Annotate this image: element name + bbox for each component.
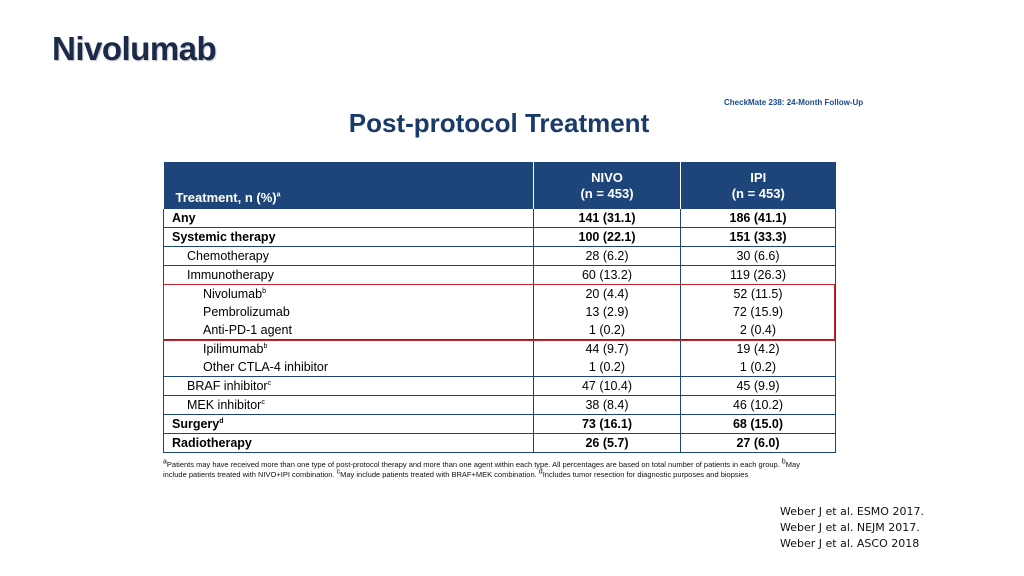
row-nivo-value: 38 (8.4) xyxy=(533,395,681,415)
table-row: Other CTLA-4 inhibitor 1 (0.2) 1 (0.2) xyxy=(163,358,836,377)
row-nivo-value: 44 (9.7) xyxy=(533,339,681,358)
slide-title: Nivolumab xyxy=(52,30,217,67)
header-ipi-line2: (n = 453) xyxy=(731,185,785,201)
row-label: Immunotherapy xyxy=(163,265,534,285)
row-label: Ipilimumabb xyxy=(163,339,534,358)
footnote-b-mark: b xyxy=(781,458,786,466)
header-nivo-line1: NIVO xyxy=(591,169,623,185)
table-row: Immunotherapy 60 (13.2) 119 (26.3) xyxy=(163,265,836,285)
row-nivo-value: 26 (5.7) xyxy=(533,433,681,453)
reference-item: Weber J et al. ASCO 2018 xyxy=(780,537,920,550)
row-label: Surgeryd xyxy=(163,414,534,434)
header-nivo: NIVO (n = 453) xyxy=(533,162,681,209)
row-nivo-value: 100 (22.1) xyxy=(533,227,681,247)
footnote-c-text: May include patients treated with BRAF+M… xyxy=(340,469,539,479)
row-nivo-value: 13 (2.9) xyxy=(533,303,681,321)
row-label: BRAF inhibitorc xyxy=(163,376,534,396)
row-ipi-value: 151 (33.3) xyxy=(680,227,836,247)
table-row: Systemic therapy 100 (22.1) 151 (33.3) xyxy=(163,227,836,247)
table-row: Anti-PD-1 agent 1 (0.2) 2 (0.4) xyxy=(163,321,836,340)
reference-item: Weber J et al. NEJM 2017. xyxy=(780,521,920,534)
table-row: MEK inhibitorc 38 (8.4) 46 (10.2) xyxy=(163,395,836,415)
row-label: MEK inhibitorc xyxy=(163,395,534,415)
reference-item: Weber J et al. ESMO 2017. xyxy=(780,505,924,518)
footnote-b-text: May include patients treated with NIVO+I… xyxy=(163,460,800,479)
footnote-d-text: Includes tumor resection for diagnostic … xyxy=(542,469,749,479)
header-treatment-sup: a xyxy=(276,191,281,199)
study-label: CheckMate 238: 24-Month Follow-Up xyxy=(724,98,864,107)
row-ipi-value: 72 (15.9) xyxy=(680,303,836,321)
row-label: Systemic therapy xyxy=(163,227,534,247)
row-nivo-value: 141 (31.1) xyxy=(533,209,681,228)
table-row: Chemotherapy 28 (6.2) 30 (6.6) xyxy=(163,246,836,266)
table-row: Ipilimumabb 44 (9.7) 19 (4.2) xyxy=(163,339,836,358)
row-label: Radiotherapy xyxy=(163,433,534,453)
header-treatment: Treatment, n (%)a xyxy=(163,162,534,209)
header-ipi: IPI (n = 453) xyxy=(680,162,836,209)
footnote-c-mark: c xyxy=(336,468,341,475)
row-nivo-value: 47 (10.4) xyxy=(533,376,681,396)
references: Weber J et al. ESMO 2017. Weber J et al.… xyxy=(780,504,924,552)
row-nivo-value: 73 (16.1) xyxy=(533,414,681,434)
row-ipi-value: 119 (26.3) xyxy=(680,265,836,285)
table-row: BRAF inhibitorc 47 (10.4) 45 (9.9) xyxy=(163,376,836,396)
row-label: Nivolumabb xyxy=(163,284,534,303)
row-ipi-value: 186 (41.1) xyxy=(680,209,836,228)
row-ipi-value: 30 (6.6) xyxy=(680,246,836,266)
table-row: Nivolumabb 20 (4.4) 52 (11.5) xyxy=(163,284,836,303)
table-row: Any 141 (31.1) 186 (41.1) xyxy=(163,209,836,228)
header-nivo-line2: (n = 453) xyxy=(580,185,634,201)
treatment-table: Treatment, n (%)a NIVO (n = 453) IPI (n … xyxy=(163,162,836,453)
row-label: Chemotherapy xyxy=(163,246,534,266)
row-nivo-value: 28 (6.2) xyxy=(533,246,681,266)
row-nivo-value: 60 (13.2) xyxy=(533,265,681,285)
row-ipi-value: 2 (0.4) xyxy=(680,321,836,340)
footnote: aPatients may have received more than on… xyxy=(163,458,823,479)
row-label: Other CTLA-4 inhibitor xyxy=(163,358,534,377)
row-nivo-value: 1 (0.2) xyxy=(533,321,681,340)
row-nivo-value: 1 (0.2) xyxy=(533,358,681,377)
row-label: Anti-PD-1 agent xyxy=(163,321,534,340)
row-nivo-value: 20 (4.4) xyxy=(533,284,681,303)
row-label: Pembrolizumab xyxy=(163,303,534,321)
row-ipi-value: 68 (15.0) xyxy=(680,414,836,434)
table-row: Surgeryd 73 (16.1) 68 (15.0) xyxy=(163,414,836,434)
row-ipi-value: 19 (4.2) xyxy=(680,339,836,358)
row-ipi-value: 46 (10.2) xyxy=(680,395,836,415)
row-ipi-value: 52 (11.5) xyxy=(680,284,836,303)
row-ipi-value: 45 (9.9) xyxy=(680,376,836,396)
header-ipi-line1: IPI xyxy=(750,169,767,185)
slide-subtitle: Post-protocol Treatment xyxy=(348,108,650,138)
row-label: Any xyxy=(163,209,534,228)
table-row: Radiotherapy 26 (5.7) 27 (6.0) xyxy=(163,433,836,453)
row-ipi-value: 27 (6.0) xyxy=(680,433,836,453)
footnote-d-mark: d xyxy=(538,468,543,475)
footnote-a-text: Patients may have received more than one… xyxy=(166,460,782,469)
row-ipi-value: 1 (0.2) xyxy=(680,358,836,377)
footnote-a-mark: a xyxy=(163,458,167,466)
table-row: Pembrolizumab 13 (2.9) 72 (15.9) xyxy=(163,303,836,321)
table-header-row: Treatment, n (%)a NIVO (n = 453) IPI (n … xyxy=(163,162,836,209)
